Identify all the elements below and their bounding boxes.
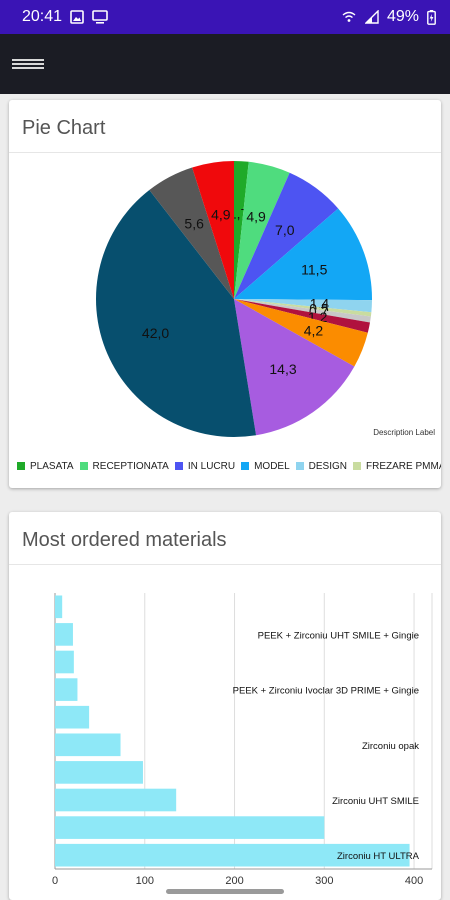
pie-slice[interactable] [234,208,372,301]
battery-percent: 49% [386,8,419,25]
material-bar[interactable] [55,705,90,729]
legend-item: FREZARE PMMA [353,461,441,472]
pie-slice-value-label: 11,5 [301,261,327,277]
pie-slice[interactable] [234,299,355,436]
legend-item: DESIGN [295,460,347,472]
material-bar[interactable] [55,843,410,867]
x-tick-label: 200 [225,875,243,887]
navigation-handle[interactable] [166,889,284,894]
x-tick-label: 100 [136,875,154,887]
pie-slice-value-label: 14,3 [269,361,296,377]
bar-category-label: Zirconiu opak [362,741,419,752]
pie-slice[interactable] [149,167,234,299]
material-bar[interactable] [55,733,121,757]
pie-slice-value-label: 42,0 [142,325,169,341]
legend-label: FREZARE PMMA [366,460,441,472]
pie-slice[interactable] [234,299,370,333]
materials-chart-card: Most ordered materials 0 100 200 300 400 Zirc… [9,512,441,900]
pie-slice[interactable] [234,161,290,299]
legend-item: PLASATA [17,461,74,472]
gallery-icon [70,10,84,24]
bar-category-label: PEEK + Zirconiu Ivoclar 3D PRIME + Gingi… [233,686,419,697]
legend-swatch [353,462,361,470]
legend-swatch [241,462,250,470]
legend-label: MODEL [254,460,290,472]
legend-label: RECEPTIONATA [92,460,169,472]
pie-slice-value-label: 4,9 [246,208,266,224]
pie-slice[interactable] [234,299,372,313]
legend-label: IN LUCRU [187,460,236,472]
hamburger-menu-icon[interactable] [12,59,44,71]
x-tick-label: 0 [52,875,58,887]
pie-chart[interactable]: 1,74,97,011,51,40,50,71,24,214,342,05,64… [9,152,441,482]
signal-icon [364,10,379,24]
legend-swatch [17,462,25,470]
battery-icon [427,9,436,25]
status-bar: 20:41 49% [0,0,450,34]
pie-slice[interactable] [95,190,257,438]
pie-slice[interactable] [192,161,234,299]
card-divider [9,564,441,565]
pie-chart-card: Pie Chart 1,7 4,9 7,0 11,5 1,4 0,5 0,7 1,2 4,2 14… [9,100,441,488]
legend-item: IN LUCRU [174,460,236,472]
pie-slice[interactable] [234,172,339,299]
bar-category-label: PEEK + Zirconiu UHT SMILE + Gingie [258,630,419,641]
legend-item: RECEPTIONATA [79,460,169,472]
status-time: 20:41 [22,8,63,25]
app-bar [0,34,450,94]
pie-slice[interactable] [234,161,249,299]
pie-slice-value-label: 4,9 [211,206,231,222]
bar-category-label: Zirconiu UHT SMILE [332,796,419,807]
x-tick-label: 300 [315,875,333,887]
legend-label: DESIGN [308,460,347,472]
material-bar[interactable] [55,595,63,619]
legend-label: PLASATA [30,460,74,472]
description-label: Description Label [373,428,435,437]
material-bar[interactable] [55,623,73,646]
x-tick-label: 400 [405,875,423,887]
legend-swatch [295,462,304,470]
wifi-calling-icon [341,10,357,24]
material-bar[interactable] [55,678,78,701]
card-title: Most ordered materials [22,529,227,551]
legend-item: MODEL [241,461,290,472]
card-divider [9,152,441,153]
pie-slice-value-label: 4,2 [304,323,324,339]
material-bar[interactable] [55,816,325,839]
bar-category-label: Zirconiu HT ULTRA [337,851,420,862]
legend-swatch [174,462,183,470]
pie-slice-value-label: 5,6 [184,215,204,231]
pie-slice[interactable] [234,299,372,317]
cast-icon [92,10,108,24]
pie-slice-value-label: 7,0 [275,222,295,238]
material-bar[interactable] [55,761,143,784]
pie-slice[interactable] [234,299,371,323]
material-bar[interactable] [55,650,74,674]
card-title: Pie Chart [22,117,106,139]
materials-bar-chart[interactable]: 0 100 200 300 400 Zirconiu HT ULTRA Zirconiu U… [9,565,441,900]
material-bar[interactable] [55,788,177,812]
pie-slice[interactable] [234,299,368,367]
pie-legend: PLASATA RECEPTIONATA IN LUCRU MODEL DESIGN FR… [17,458,441,474]
legend-swatch [79,462,88,470]
